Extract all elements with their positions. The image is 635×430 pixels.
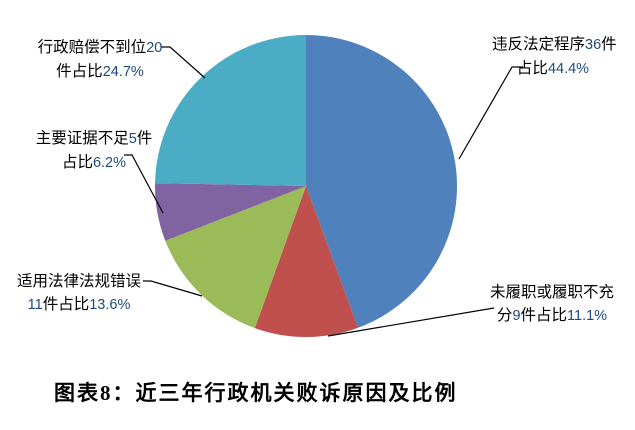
slice-label-4: 主要证据不足5件 占比6.2%	[35, 130, 153, 171]
leader-line-5	[161, 46, 206, 79]
leader-line-1	[458, 66, 523, 160]
slice-label-1: 违反法定程序36件 占比44.4%	[492, 36, 617, 77]
slice-label-5: 行政赔偿不到位20 件占比24.7%	[37, 39, 163, 80]
slice-label-2: 未履职或履职不充 分9件占比11.1%	[489, 284, 614, 324]
pie-slice-4	[155, 183, 306, 241]
pie-slice-1	[306, 35, 458, 328]
pie-slice-3	[165, 186, 306, 329]
leader-line-4	[124, 154, 164, 214]
chart-title: 图表8：近三年行政机关败诉原因及比例	[54, 381, 458, 405]
pie-slice-2	[254, 186, 359, 337]
pie-slice-5	[155, 35, 306, 186]
leader-line-3	[143, 280, 203, 297]
slice-label-3: 适用法律法规错误 11件占比13.6%	[16, 273, 141, 313]
leader-line-2	[327, 307, 495, 337]
